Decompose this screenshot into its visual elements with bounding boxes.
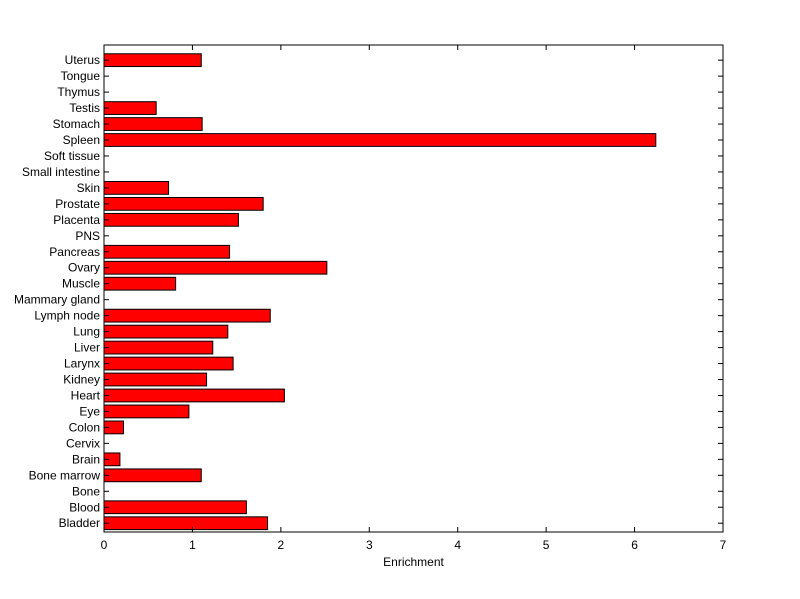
y-tick-label: Bone [72, 484, 100, 498]
bar-larynx [103, 356, 234, 371]
bar-lymph-node [103, 308, 271, 323]
x-tick-label: 4 [454, 538, 461, 552]
bar-placenta [103, 212, 239, 227]
y-tick-label: Lung [73, 325, 100, 339]
y-tick-label: Cervix [66, 436, 100, 450]
y-tick-label: Eye [79, 404, 100, 418]
bar-liver [103, 340, 214, 355]
y-tick-label: Larynx [64, 357, 100, 371]
y-tick-label: Skin [77, 181, 100, 195]
bar-lung [103, 324, 229, 339]
x-tick-label: 6 [631, 538, 638, 552]
y-tick-label: Testis [69, 101, 100, 115]
bar-bladder [103, 516, 269, 531]
y-tick-label: Bone marrow [29, 468, 101, 482]
ticks-group [103, 45, 724, 532]
axes-frame [103, 44, 724, 533]
x-tick-label: 3 [366, 538, 373, 552]
bar-muscle [103, 276, 177, 291]
y-tick-label: Small intestine [22, 165, 100, 179]
y-tick-label: Colon [69, 420, 100, 434]
y-tick-label: Soft tissue [44, 149, 100, 163]
y-tick-label: Bladder [59, 516, 100, 530]
y-tick-label: Spleen [63, 133, 100, 147]
y-tick-label: PNS [75, 229, 100, 243]
bar-blood [103, 500, 247, 515]
x-tick-label: 5 [543, 538, 550, 552]
x-tick-label: 2 [278, 538, 285, 552]
bar-eye [103, 404, 190, 419]
x-tick-label: 0 [101, 538, 108, 552]
y-tick-label: Stomach [53, 117, 100, 131]
y-tick-label: Heart [71, 388, 101, 402]
y-tick-label: Placenta [53, 213, 100, 227]
y-tick-label: Kidney [63, 373, 100, 387]
x-axis-label: Enrichment [383, 555, 444, 569]
bar-skin [103, 181, 170, 195]
bar-uterus [103, 53, 202, 68]
y-tick-label: Tongue [61, 69, 101, 83]
y-tick-label: Liver [74, 341, 100, 355]
y-tick-label: Blood [69, 500, 100, 514]
bar-testis [103, 101, 157, 115]
y-tick-label: Lymph node [34, 309, 100, 323]
bar-pancreas [103, 244, 231, 259]
bar-kidney [103, 372, 208, 387]
y-tick-label: Ovary [68, 261, 100, 275]
y-tick-label: Mammary gland [14, 293, 100, 307]
y-tick-label: Thymus [57, 85, 100, 99]
bar-prostate [103, 196, 264, 211]
bar-spleen [103, 133, 657, 147]
y-tick-label: Muscle [62, 277, 100, 291]
bar-stomach [103, 117, 203, 131]
bar-ovary [103, 260, 328, 275]
y-tick-label: Prostate [55, 197, 100, 211]
x-tick-label: 7 [720, 538, 727, 552]
y-tick-label: Brain [72, 452, 100, 466]
y-tick-label: Uterus [65, 53, 100, 67]
bars-group [103, 53, 657, 531]
y-tick-label: Pancreas [49, 245, 100, 259]
bar-heart [103, 388, 285, 403]
x-tick-label: 1 [189, 538, 196, 552]
bar-bone-marrow [103, 468, 202, 483]
labels-group: Uterus Tongue Thymus Testis Stomach Spleen Sof… [14, 53, 727, 552]
